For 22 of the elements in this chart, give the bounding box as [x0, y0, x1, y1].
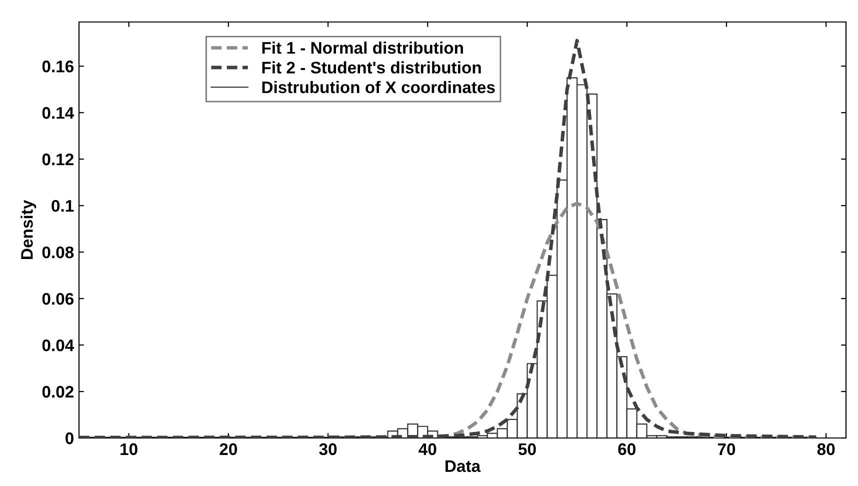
y-tick-label: 0.02 — [42, 386, 74, 398]
y-axis-title: Density — [20, 200, 36, 259]
y-tick-label: 0.04 — [42, 339, 74, 352]
x-tick-label: 80 — [817, 443, 835, 456]
x-tick-label: 20 — [220, 443, 238, 456]
y-tick-label: 0.1 — [52, 200, 74, 212]
y-tick-label: 0.12 — [42, 154, 74, 166]
y-tick-label: 0.08 — [42, 246, 74, 258]
x-axis-title: Data — [446, 460, 481, 472]
x-tick-label: 60 — [618, 443, 636, 456]
x-tick-label: 40 — [418, 443, 436, 456]
y-tick-label: 0.16 — [42, 60, 74, 72]
y-tick-label: 0 — [66, 432, 74, 444]
y-tick-label: 0.06 — [42, 292, 74, 305]
y-tick-label: 0.14 — [42, 107, 74, 119]
legend-label: Distrubution of X coordinates — [262, 80, 495, 94]
x-tick-label: 70 — [718, 443, 736, 456]
x-tick-label: 10 — [120, 443, 138, 456]
legend-label: Fit 1 - Normal distribution — [262, 42, 463, 54]
legend-label: Fit 2 - Student's distribution — [262, 61, 481, 74]
x-tick-label: 30 — [319, 443, 337, 456]
x-tick-label: 50 — [518, 443, 536, 456]
